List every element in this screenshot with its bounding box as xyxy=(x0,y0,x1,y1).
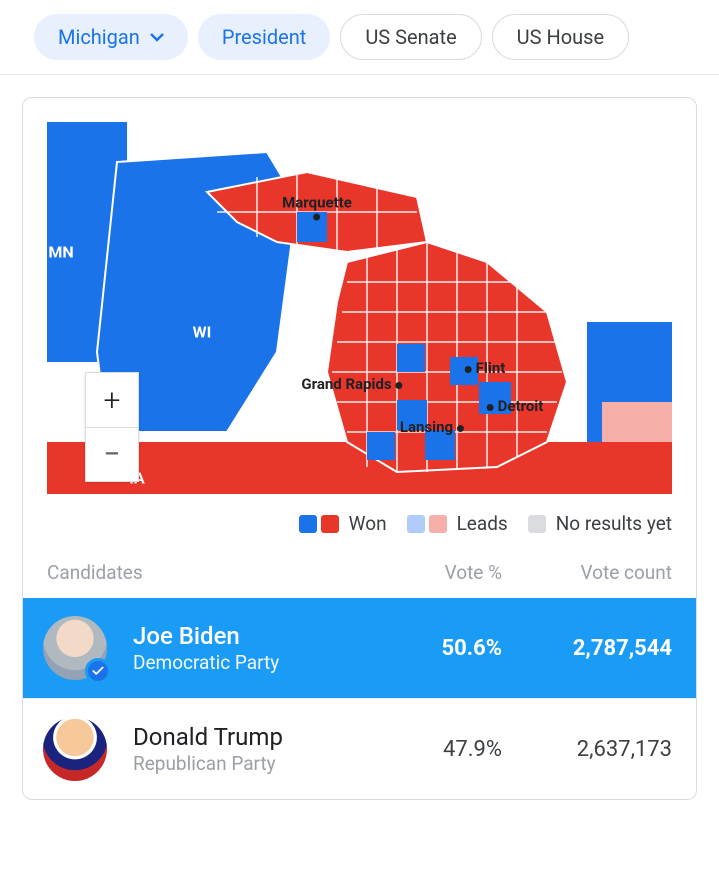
state-dropdown-label: Michigan xyxy=(58,25,140,49)
chevron-down-icon xyxy=(150,33,164,42)
swatch-rep-leads xyxy=(429,515,447,533)
col-header-count: Vote count xyxy=(502,561,672,584)
map-svg xyxy=(47,122,672,494)
candidate-pct: 50.6% xyxy=(382,636,502,661)
election-map[interactable]: MN WI IA Marquette Grand Rapids Flint De… xyxy=(47,122,672,494)
candidate-pct: 47.9% xyxy=(382,737,502,762)
swatch-dem-won xyxy=(299,515,317,533)
candidate-row-winner[interactable]: Joe Biden Democratic Party 50.6% 2,787,5… xyxy=(23,598,696,698)
tab-president[interactable]: President xyxy=(198,14,330,60)
legend-no-results: No results yet xyxy=(528,512,672,535)
map-legend: Won Leads No results yet xyxy=(23,494,696,547)
candidate-name: Joe Biden xyxy=(133,622,382,651)
tab-us-senate[interactable]: US Senate xyxy=(340,14,481,60)
swatch-no-results xyxy=(528,515,546,533)
candidate-row[interactable]: Donald Trump Republican Party 47.9% 2,63… xyxy=(23,698,696,799)
col-header-candidates: Candidates xyxy=(47,561,382,584)
candidate-info: Joe Biden Democratic Party xyxy=(133,622,382,674)
results-table: Candidates Vote % Vote count Joe Biden D… xyxy=(23,547,696,799)
swatch-rep-won xyxy=(321,515,339,533)
avatar xyxy=(43,616,107,680)
winner-check-icon xyxy=(85,658,111,684)
tab-us-house[interactable]: US House xyxy=(492,14,629,60)
zoom-controls: + − xyxy=(85,372,139,482)
candidate-count: 2,787,544 xyxy=(502,636,672,661)
legend-won: Won xyxy=(299,512,387,535)
tab-label: President xyxy=(222,25,306,49)
candidate-party: Republican Party xyxy=(133,752,382,775)
results-card: MN WI IA Marquette Grand Rapids Flint De… xyxy=(22,97,697,800)
candidate-name: Donald Trump xyxy=(133,723,382,752)
results-header-row: Candidates Vote % Vote count xyxy=(23,547,696,598)
zoom-in-button[interactable]: + xyxy=(86,373,138,427)
zoom-out-button[interactable]: − xyxy=(86,427,138,481)
legend-leads: Leads xyxy=(407,512,508,535)
candidate-info: Donald Trump Republican Party xyxy=(133,723,382,775)
candidate-party: Democratic Party xyxy=(133,651,382,674)
col-header-pct: Vote % xyxy=(382,561,502,584)
candidate-count: 2,637,173 xyxy=(502,737,672,762)
avatar-image xyxy=(43,717,107,781)
race-tabs: Michigan President US Senate US House xyxy=(0,0,719,75)
swatch-dem-leads xyxy=(407,515,425,533)
tab-label: US Senate xyxy=(365,25,456,49)
state-dropdown[interactable]: Michigan xyxy=(34,14,188,60)
avatar xyxy=(43,717,107,781)
tab-label: US House xyxy=(517,25,604,49)
